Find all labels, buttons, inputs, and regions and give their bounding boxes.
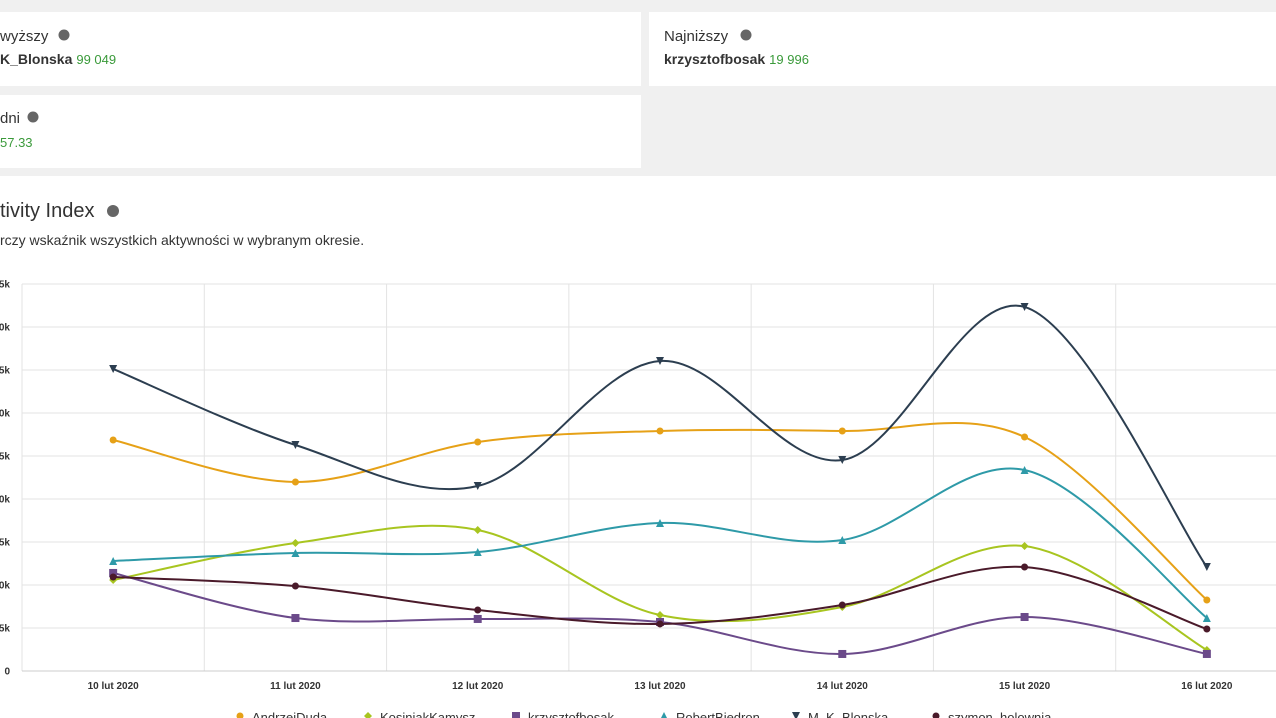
card [649, 12, 1276, 86]
point [1020, 466, 1029, 475]
point [838, 536, 847, 545]
point [291, 478, 299, 486]
series-line [112, 304, 1208, 568]
point [473, 614, 482, 623]
value: 19 996 [769, 52, 809, 67]
x-tick-label: 13 lut 2020 [634, 681, 686, 692]
series-line [112, 524, 1208, 651]
point [291, 539, 300, 548]
card-label: wyższy [0, 28, 49, 45]
point [661, 712, 667, 718]
chart-title: tivity Index [0, 200, 94, 222]
point [291, 549, 300, 558]
x-tick-label: 14 lut 2020 [817, 681, 869, 692]
point [364, 712, 372, 718]
y-tick-label: 5k [0, 366, 10, 377]
legend-label: AndrzejDuda [252, 710, 328, 718]
point [656, 427, 664, 435]
card-label: dni [0, 110, 20, 127]
point [1020, 612, 1029, 621]
point [109, 557, 118, 566]
series-line [113, 467, 1208, 619]
x-tick-label: 15 lut 2020 [999, 681, 1051, 692]
help-icon[interactable] [27, 111, 39, 123]
point [1202, 563, 1211, 572]
y-tick-label: 0k [0, 581, 10, 592]
card [0, 95, 641, 168]
point [1020, 542, 1029, 551]
chart-subtitle: rczy wskaźnik wszystkich aktywności w wy… [0, 232, 364, 248]
y-tick-label: 0 [4, 667, 10, 678]
point [792, 712, 800, 718]
legend-label: RobertBiedron [676, 710, 760, 718]
y-tick-label: 0k [0, 409, 10, 420]
legend-label: KosiniakKamysz [380, 710, 475, 718]
point [474, 438, 482, 446]
point [838, 427, 846, 435]
help-icon[interactable] [740, 29, 752, 41]
point [473, 482, 482, 491]
point [1021, 433, 1029, 441]
point [1202, 649, 1211, 658]
point [512, 712, 520, 718]
x-tick-label: 11 lut 2020 [270, 681, 321, 692]
y-tick-label: 5k [0, 624, 10, 635]
card-value: 57.33 [0, 135, 33, 150]
series-line [112, 422, 1208, 601]
point [932, 712, 940, 718]
card [0, 12, 641, 86]
point [236, 712, 244, 718]
point [473, 525, 482, 534]
point [474, 606, 482, 614]
y-tick-label: 5k [0, 280, 10, 291]
point [291, 614, 300, 623]
legend-label: krzysztofbosak [528, 710, 614, 718]
point [656, 518, 664, 527]
point [291, 582, 299, 590]
legend-label: M_K_Blonska [808, 710, 889, 718]
name: K_Blonska [0, 51, 73, 67]
point [109, 436, 117, 444]
point [838, 601, 846, 609]
name: krzysztofbosak [664, 51, 765, 67]
point [1020, 302, 1029, 311]
y-tick-label: 0k [0, 323, 10, 334]
x-tick-label: 12 lut 2020 [452, 681, 504, 692]
point [838, 649, 847, 658]
point [1203, 625, 1211, 633]
point [838, 456, 847, 465]
y-tick-label: 0k [0, 495, 10, 506]
card-name: krzysztofbosak 19 996 [664, 51, 809, 67]
help-icon[interactable] [58, 29, 70, 41]
x-tick-label: 16 lut 2020 [1181, 681, 1233, 692]
legend-label: szymon_holownia [948, 710, 1052, 718]
point [1021, 563, 1029, 571]
point [1202, 614, 1211, 623]
y-tick-label: 5k [0, 538, 10, 549]
point [291, 440, 300, 449]
value: 99 049 [76, 52, 116, 67]
point [1203, 596, 1211, 604]
point [109, 568, 118, 577]
card-label: Najniższy [664, 28, 729, 45]
help-icon[interactable] [107, 205, 119, 217]
point [656, 611, 664, 620]
point [656, 620, 664, 628]
y-tick-label: 5k [0, 452, 10, 463]
point [473, 547, 482, 556]
card-name: K_Blonska 99 049 [0, 51, 116, 67]
point [109, 573, 117, 581]
x-tick-label: 10 lut 2020 [88, 681, 140, 692]
point [656, 356, 664, 365]
point [109, 364, 118, 373]
